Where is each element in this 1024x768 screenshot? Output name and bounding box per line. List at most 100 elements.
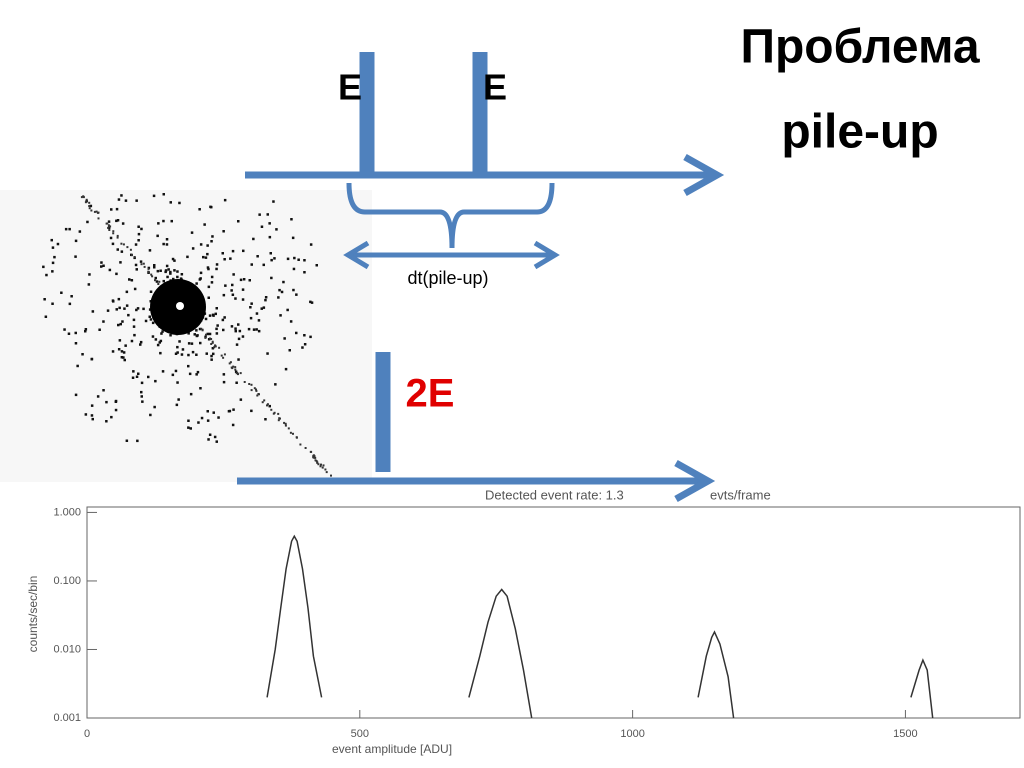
noise-dot: [229, 257, 232, 260]
streak-dot: [309, 450, 312, 453]
noise-dot: [235, 381, 238, 384]
noise-dot: [293, 256, 296, 260]
noise-dot: [303, 271, 306, 274]
noise-dot: [120, 356, 124, 359]
noise-dot: [67, 332, 71, 335]
noise-dot: [195, 329, 198, 332]
noise-dot: [237, 323, 240, 326]
noise-dot: [292, 267, 296, 271]
source-center: [176, 302, 184, 310]
noise-dot: [135, 375, 139, 378]
streak-dot: [250, 389, 253, 392]
noise-dot: [169, 201, 172, 204]
y-tick-label: 0.001: [53, 712, 81, 724]
noise-dot: [115, 219, 118, 223]
streak-dot: [112, 232, 115, 235]
streak-dot: [237, 373, 239, 376]
noise-dot: [169, 270, 172, 274]
streak-dot: [84, 201, 87, 204]
noise-dot: [214, 312, 217, 316]
noise-dot: [208, 314, 212, 317]
diagram: E E dt(pile-up) 2E: [245, 52, 725, 472]
noise-dot: [98, 328, 101, 331]
noise-dot: [232, 408, 235, 411]
noise-dot: [96, 395, 100, 398]
noise-dot: [119, 322, 122, 326]
streak-dot: [284, 422, 287, 425]
noise-dot: [237, 358, 240, 361]
noise-dot: [176, 345, 179, 349]
noise-dot: [176, 270, 179, 273]
noise-dot: [90, 404, 94, 407]
noise-dot: [292, 288, 295, 292]
x-tick-label: 500: [351, 728, 369, 740]
noise-dot: [162, 279, 165, 283]
noise-dot: [204, 317, 208, 321]
noise-dot: [118, 339, 122, 342]
y-axis-label: counts/sec/bin: [26, 576, 40, 653]
noise-dot: [170, 219, 173, 223]
pileup-label: 2E: [406, 372, 455, 416]
noise-dot: [173, 259, 176, 262]
noise-dot: [239, 398, 243, 401]
streak-dot: [229, 361, 232, 364]
noise-dot: [85, 199, 88, 203]
noise-dot: [165, 243, 169, 246]
noise-dot: [222, 380, 226, 384]
noise-dot: [231, 249, 235, 253]
noise-dot: [152, 194, 156, 198]
noise-dot: [255, 312, 259, 315]
streak-dot: [201, 329, 204, 332]
noise-dot: [230, 325, 234, 328]
noise-dot: [206, 419, 210, 422]
streak-dot: [330, 474, 332, 477]
noise-dot: [180, 353, 184, 356]
noise-dot: [238, 329, 242, 333]
noise-dot: [167, 268, 170, 271]
noise-dot: [270, 276, 273, 280]
streak-dot: [234, 368, 237, 371]
noise-dot: [132, 318, 136, 322]
streak-dot: [279, 417, 281, 420]
noise-dot: [205, 352, 208, 355]
noise-dot: [178, 201, 181, 205]
noise-dot: [234, 297, 237, 300]
noise-dot: [76, 364, 79, 368]
streak-dot: [250, 383, 253, 386]
noise-dot: [264, 418, 267, 421]
noise-dot: [89, 204, 93, 208]
noise-dot: [228, 409, 232, 413]
noise-dot: [303, 343, 307, 346]
noise-dot: [121, 222, 125, 225]
noise-dot: [84, 330, 87, 333]
noise-dot: [222, 293, 226, 297]
streak-dot: [105, 222, 108, 225]
noise-dot: [215, 263, 219, 266]
noise-dot: [203, 223, 206, 226]
noise-dot: [199, 243, 203, 246]
noise-dot: [195, 373, 198, 376]
noise-dot: [74, 239, 78, 243]
noise-dot: [100, 265, 103, 268]
streak-dot: [316, 461, 319, 464]
streak-dot: [239, 372, 242, 375]
noise-dot: [44, 315, 48, 318]
noise-dot: [51, 270, 54, 273]
noise-dot: [91, 310, 95, 313]
noise-dot: [117, 198, 121, 201]
streak-dot: [299, 443, 302, 446]
streak-dot: [209, 337, 211, 340]
arrow-head: [343, 240, 370, 270]
noise-dot: [114, 408, 118, 412]
noise-dot: [211, 347, 215, 350]
streak-dot: [228, 362, 231, 365]
noise-dot: [269, 252, 272, 255]
noise-dot: [142, 307, 145, 311]
noise-dot: [42, 265, 45, 269]
noise-dot: [187, 426, 190, 429]
noise-dot: [212, 411, 215, 414]
noise-dot: [217, 416, 220, 419]
noise-dot: [156, 269, 160, 273]
noise-dot: [159, 269, 162, 272]
